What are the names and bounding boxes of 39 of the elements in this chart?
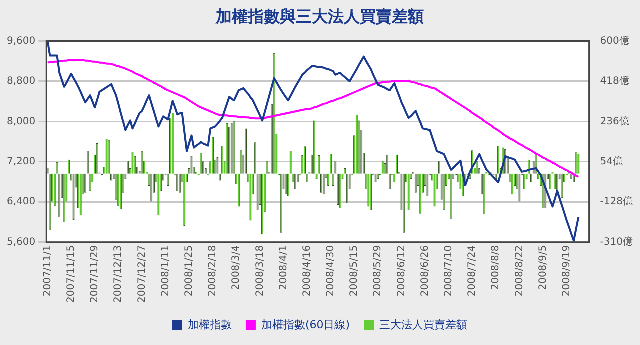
chart-title: 加權指數與三大法人買賣差額 xyxy=(215,6,424,26)
x-tick-label: 2008/1/25 xyxy=(184,245,195,297)
x-tick-label: 2008/5/15 xyxy=(349,245,360,297)
x-tick-label: 2008/7/24 xyxy=(467,245,478,297)
legend-label: 加權指數 xyxy=(188,318,232,332)
x-tick-label: 2008/8/22 xyxy=(514,245,526,297)
x-tick-label: 2007/11/1 xyxy=(42,245,54,297)
y2-tick-label: -310億 xyxy=(600,236,634,248)
x-tick-label: 2007/12/13 xyxy=(113,245,124,304)
legend-label: 加權指數(60日線) xyxy=(261,318,350,332)
x-tick-label: 2008/9/5 xyxy=(538,245,549,290)
x-tick-label: 2007/12/27 xyxy=(136,245,148,304)
y-tick-label: 8,000 xyxy=(6,116,36,128)
y-tick-label: 7,200 xyxy=(6,156,36,168)
x-tick-label: 2007/11/29 xyxy=(90,245,101,304)
legend-label: 三大法人買賣差額 xyxy=(380,318,468,332)
x-tick-label: 2008/8/8 xyxy=(490,245,502,290)
x-tick-label: 2008/3/18 xyxy=(254,245,266,297)
x-tick-label: 2008/4/30 xyxy=(326,245,337,297)
y2-tick-label: 54億 xyxy=(600,155,624,168)
y-tick-label: 8,800 xyxy=(6,76,36,88)
x-tick-label: 2008/2/18 xyxy=(208,245,219,297)
x-tick-label: 2008/6/12 xyxy=(396,245,408,297)
y-tick-label: 9,600 xyxy=(6,36,36,47)
x-tick-label: 2008/1/11 xyxy=(160,245,172,297)
x-tick-label: 2008/7/10 xyxy=(444,245,455,297)
y2-tick-label: 236億 xyxy=(600,115,630,128)
y-tick-label: 6,400 xyxy=(6,196,36,208)
y2-tick-label: 600億 xyxy=(600,34,630,47)
y-tick-label: 5,600 xyxy=(6,236,36,248)
x-tick-label: 2008/6/26 xyxy=(420,245,431,297)
x-tick-label: 2008/9/19 xyxy=(561,245,572,297)
x-tick-label: 2008/5/29 xyxy=(372,245,384,297)
x-tick-label: 2008/3/4 xyxy=(231,245,242,290)
y2-tick-label: -128億 xyxy=(600,196,634,208)
x-tick-label: 2008/4/16 xyxy=(302,245,313,297)
x-tick-label: 2008/4/1 xyxy=(278,245,290,290)
x-tick-label: 2007/11/15 xyxy=(66,245,77,304)
y2-tick-label: 418億 xyxy=(600,75,630,88)
